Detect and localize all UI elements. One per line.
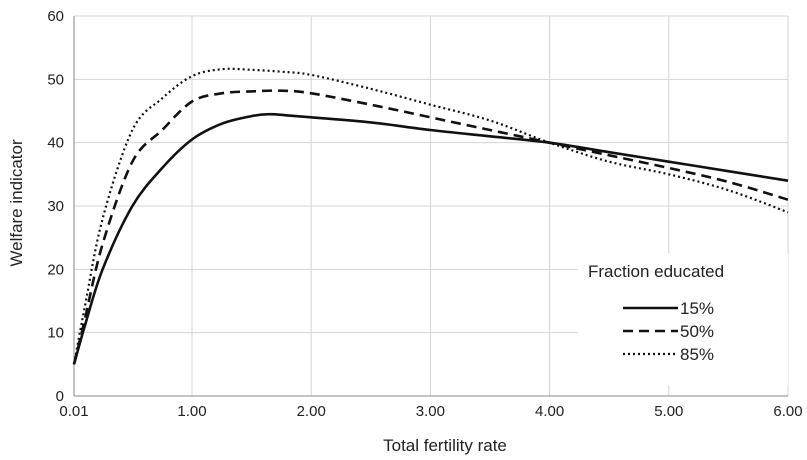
y-tick-labels: 0 10 20 30 40 50 60	[47, 8, 64, 405]
y-tick-label: 10	[47, 325, 64, 342]
series-line-15pct	[72, 112, 789, 365]
x-tick-label: 1.00	[177, 403, 206, 420]
axes	[73, 16, 788, 397]
x-axis-title: Total fertility rate	[383, 436, 507, 455]
x-tick-label: 4.00	[535, 403, 564, 420]
legend-label: 15%	[680, 299, 714, 318]
series-line-85pct	[72, 67, 789, 365]
legend-items: 15% 50% 85%	[623, 299, 714, 364]
x-tick-label: 2.00	[297, 403, 326, 420]
x-tick-label: 5.00	[654, 403, 683, 420]
y-tick-label: 40	[47, 135, 64, 152]
legend-label: 50%	[680, 322, 714, 341]
legend-background	[578, 253, 788, 385]
legend-label: 85%	[680, 345, 714, 364]
x-tick-label: 0.01	[59, 403, 88, 420]
legend: Fraction educated 15% 50% 85%	[578, 253, 788, 385]
y-tick-label: 50	[47, 71, 64, 88]
y-axis-title: Welfare indicator	[7, 139, 26, 267]
y-tick-label: 20	[47, 261, 64, 278]
y-tick-label: 0	[56, 388, 64, 405]
y-tick-label: 30	[47, 198, 64, 215]
series-lines	[72, 67, 789, 365]
series-line-50pct	[72, 89, 789, 365]
x-tick-labels: 0.01 1.00 2.00 3.00 4.00 5.00 6.00	[59, 403, 802, 420]
legend-title: Fraction educated	[588, 262, 724, 281]
x-tick-label: 3.00	[416, 403, 445, 420]
x-tick-label: 6.00	[773, 403, 802, 420]
y-tick-label: 60	[47, 8, 64, 25]
